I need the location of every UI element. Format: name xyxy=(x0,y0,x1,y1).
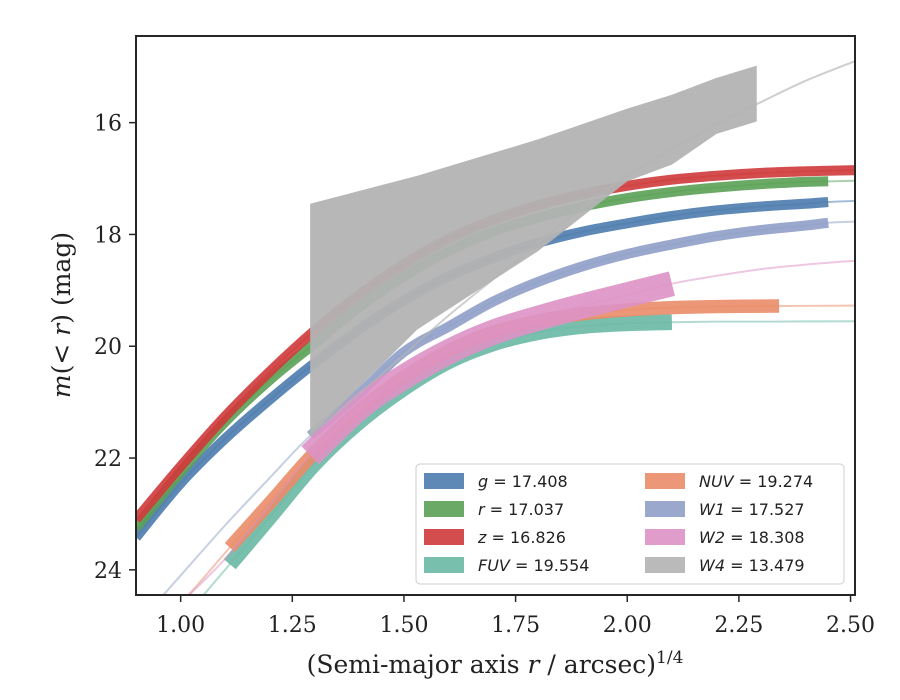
series-w2-measured xyxy=(301,271,675,465)
series-w4-band xyxy=(310,65,757,436)
x-axis: 1.00 1.25 1.50 1.75 2.00 2.25 2.50 xyxy=(156,595,875,638)
x-tick-label-4: 2.00 xyxy=(603,613,652,638)
plot-area xyxy=(136,60,855,595)
y-tick-label-4: 24 xyxy=(94,559,122,584)
y-axis-title: m(< r) (mag) xyxy=(47,232,76,398)
legend-label-nuv: NUV = 19.274 xyxy=(699,472,813,491)
legend-swatch-g xyxy=(424,473,464,489)
y-tick-label-0: 16 xyxy=(94,112,122,137)
x-tick-label-5: 2.25 xyxy=(714,613,763,638)
x-tick-label-2: 1.50 xyxy=(379,613,428,638)
legend-swatch-w1 xyxy=(645,501,685,517)
y-tick-label-1: 18 xyxy=(94,223,122,248)
y-tick-label-2: 20 xyxy=(94,335,122,360)
legend-label-fuv: FUV = 19.554 xyxy=(478,556,589,575)
x-tick-label-6: 2.50 xyxy=(826,613,875,638)
legend-label-z: z = 16.826 xyxy=(477,528,566,547)
legend-swatch-nuv xyxy=(645,473,685,489)
legend-label-g: g = 17.408 xyxy=(478,472,568,491)
x-axis-title: (Semi-major axis r / arcsec)1/4 xyxy=(307,648,684,679)
legend-label-w2: W2 = 18.308 xyxy=(699,528,805,547)
legend-box xyxy=(415,463,845,585)
series-w1-measured xyxy=(306,217,829,440)
legend-swatch-w4 xyxy=(645,557,685,573)
legend-swatch-fuv xyxy=(424,557,464,573)
legend: g = 17.408 r = 17.037 z = 16.826 FUV = 19.5… xyxy=(415,463,845,585)
x-tick-label-1: 1.25 xyxy=(268,613,317,638)
y-tick-label-3: 22 xyxy=(94,447,122,472)
series-w4-line xyxy=(309,60,855,437)
x-tick-label-0: 1.00 xyxy=(156,613,205,638)
legend-label-w1: W1 = 17.527 xyxy=(699,500,805,519)
legend-swatch-w2 xyxy=(645,529,685,545)
x-tick-label-3: 1.75 xyxy=(491,613,540,638)
legend-label-r: r = 17.037 xyxy=(478,500,564,519)
legend-swatch-r xyxy=(424,501,464,517)
legend-label-w4: W4 = 13.479 xyxy=(699,556,805,575)
legend-swatch-z xyxy=(424,529,464,545)
plot-frame xyxy=(135,35,856,596)
y-axis: 16 18 20 22 24 xyxy=(94,112,136,584)
